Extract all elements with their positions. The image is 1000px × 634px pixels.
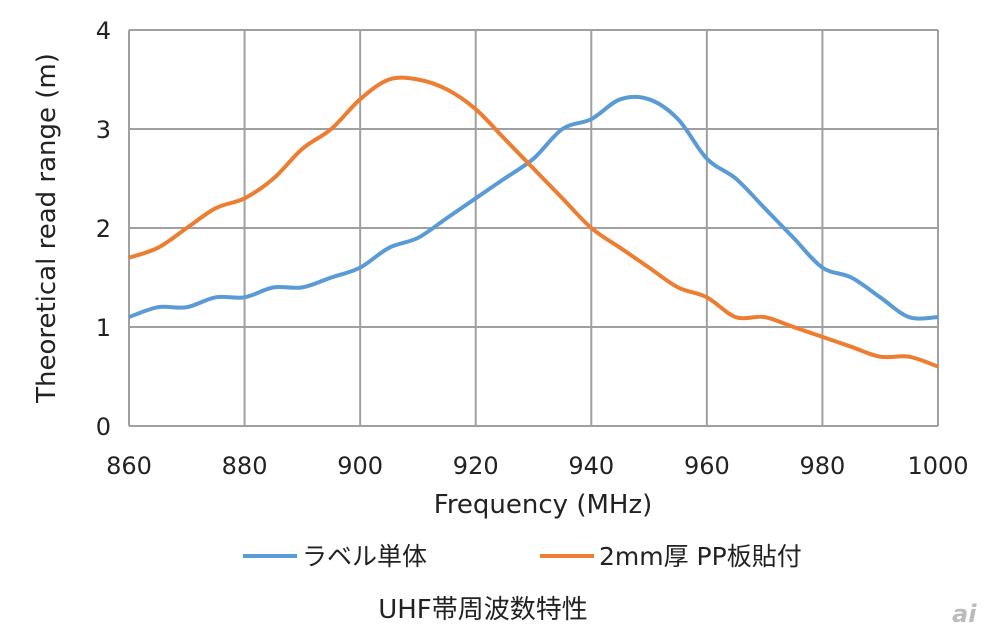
legend-label-label-only: ラベル単体	[302, 542, 427, 571]
y-tick-label: 4	[96, 17, 111, 45]
y-tick-label: 3	[96, 116, 111, 144]
x-tick-label: 860	[106, 452, 152, 480]
series-line-label-only	[128, 94, 939, 321]
watermark-logo: ai	[952, 600, 977, 628]
x-tick-label: 900	[337, 452, 383, 480]
x-axis-label: Frequency (MHz)	[434, 490, 653, 520]
x-tick-label: 980	[800, 452, 846, 480]
y-tick-label: 0	[96, 413, 111, 441]
svg-text:ai: ai	[952, 600, 977, 628]
y-axis-label: Theoretical read range (m)	[32, 53, 62, 404]
grid	[128, 29, 939, 427]
tick-labels: 0 1 2 3 4 860 880 900 920 940 960 980 1000	[96, 17, 969, 480]
x-tick-label: 880	[222, 452, 268, 480]
y-tick-label: 1	[96, 314, 111, 342]
chart-title: UHF帯周波数特性	[378, 595, 588, 625]
y-tick-label: 2	[96, 215, 111, 243]
x-tick-label: 940	[568, 452, 614, 480]
x-tick-label: 920	[453, 452, 499, 480]
x-tick-label: 960	[684, 452, 730, 480]
x-tick-label: 1000	[907, 452, 968, 480]
legend-label-pp-board: 2mm厚 PP板貼付	[599, 542, 802, 571]
series-line-pp-board	[128, 75, 939, 369]
series-lines	[128, 75, 939, 369]
legend: ラベル単体 2mm厚 PP板貼付	[243, 542, 802, 571]
